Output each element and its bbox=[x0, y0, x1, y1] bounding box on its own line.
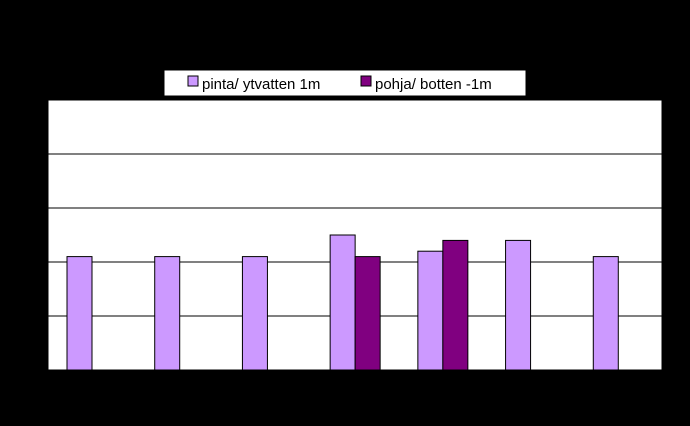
axes bbox=[47, 370, 663, 375]
bars bbox=[66, 234, 619, 371]
bar bbox=[442, 239, 469, 371]
bar bbox=[241, 256, 268, 371]
bar bbox=[592, 256, 619, 371]
legend-box bbox=[163, 69, 527, 97]
bar bbox=[354, 256, 381, 371]
bar bbox=[417, 250, 444, 371]
bar bbox=[329, 234, 356, 371]
legend-label-bottom: pohja/ botten -1m bbox=[375, 76, 492, 93]
legend-swatch-surface bbox=[187, 75, 199, 87]
bar bbox=[154, 256, 181, 371]
legend-label-surface: pinta/ ytvatten 1m bbox=[202, 76, 320, 93]
legend-swatch-bottom bbox=[360, 75, 372, 87]
legend: pinta/ ytvatten 1m pohja/ botten -1m bbox=[163, 69, 527, 97]
bar bbox=[66, 256, 93, 371]
bar bbox=[505, 239, 532, 371]
